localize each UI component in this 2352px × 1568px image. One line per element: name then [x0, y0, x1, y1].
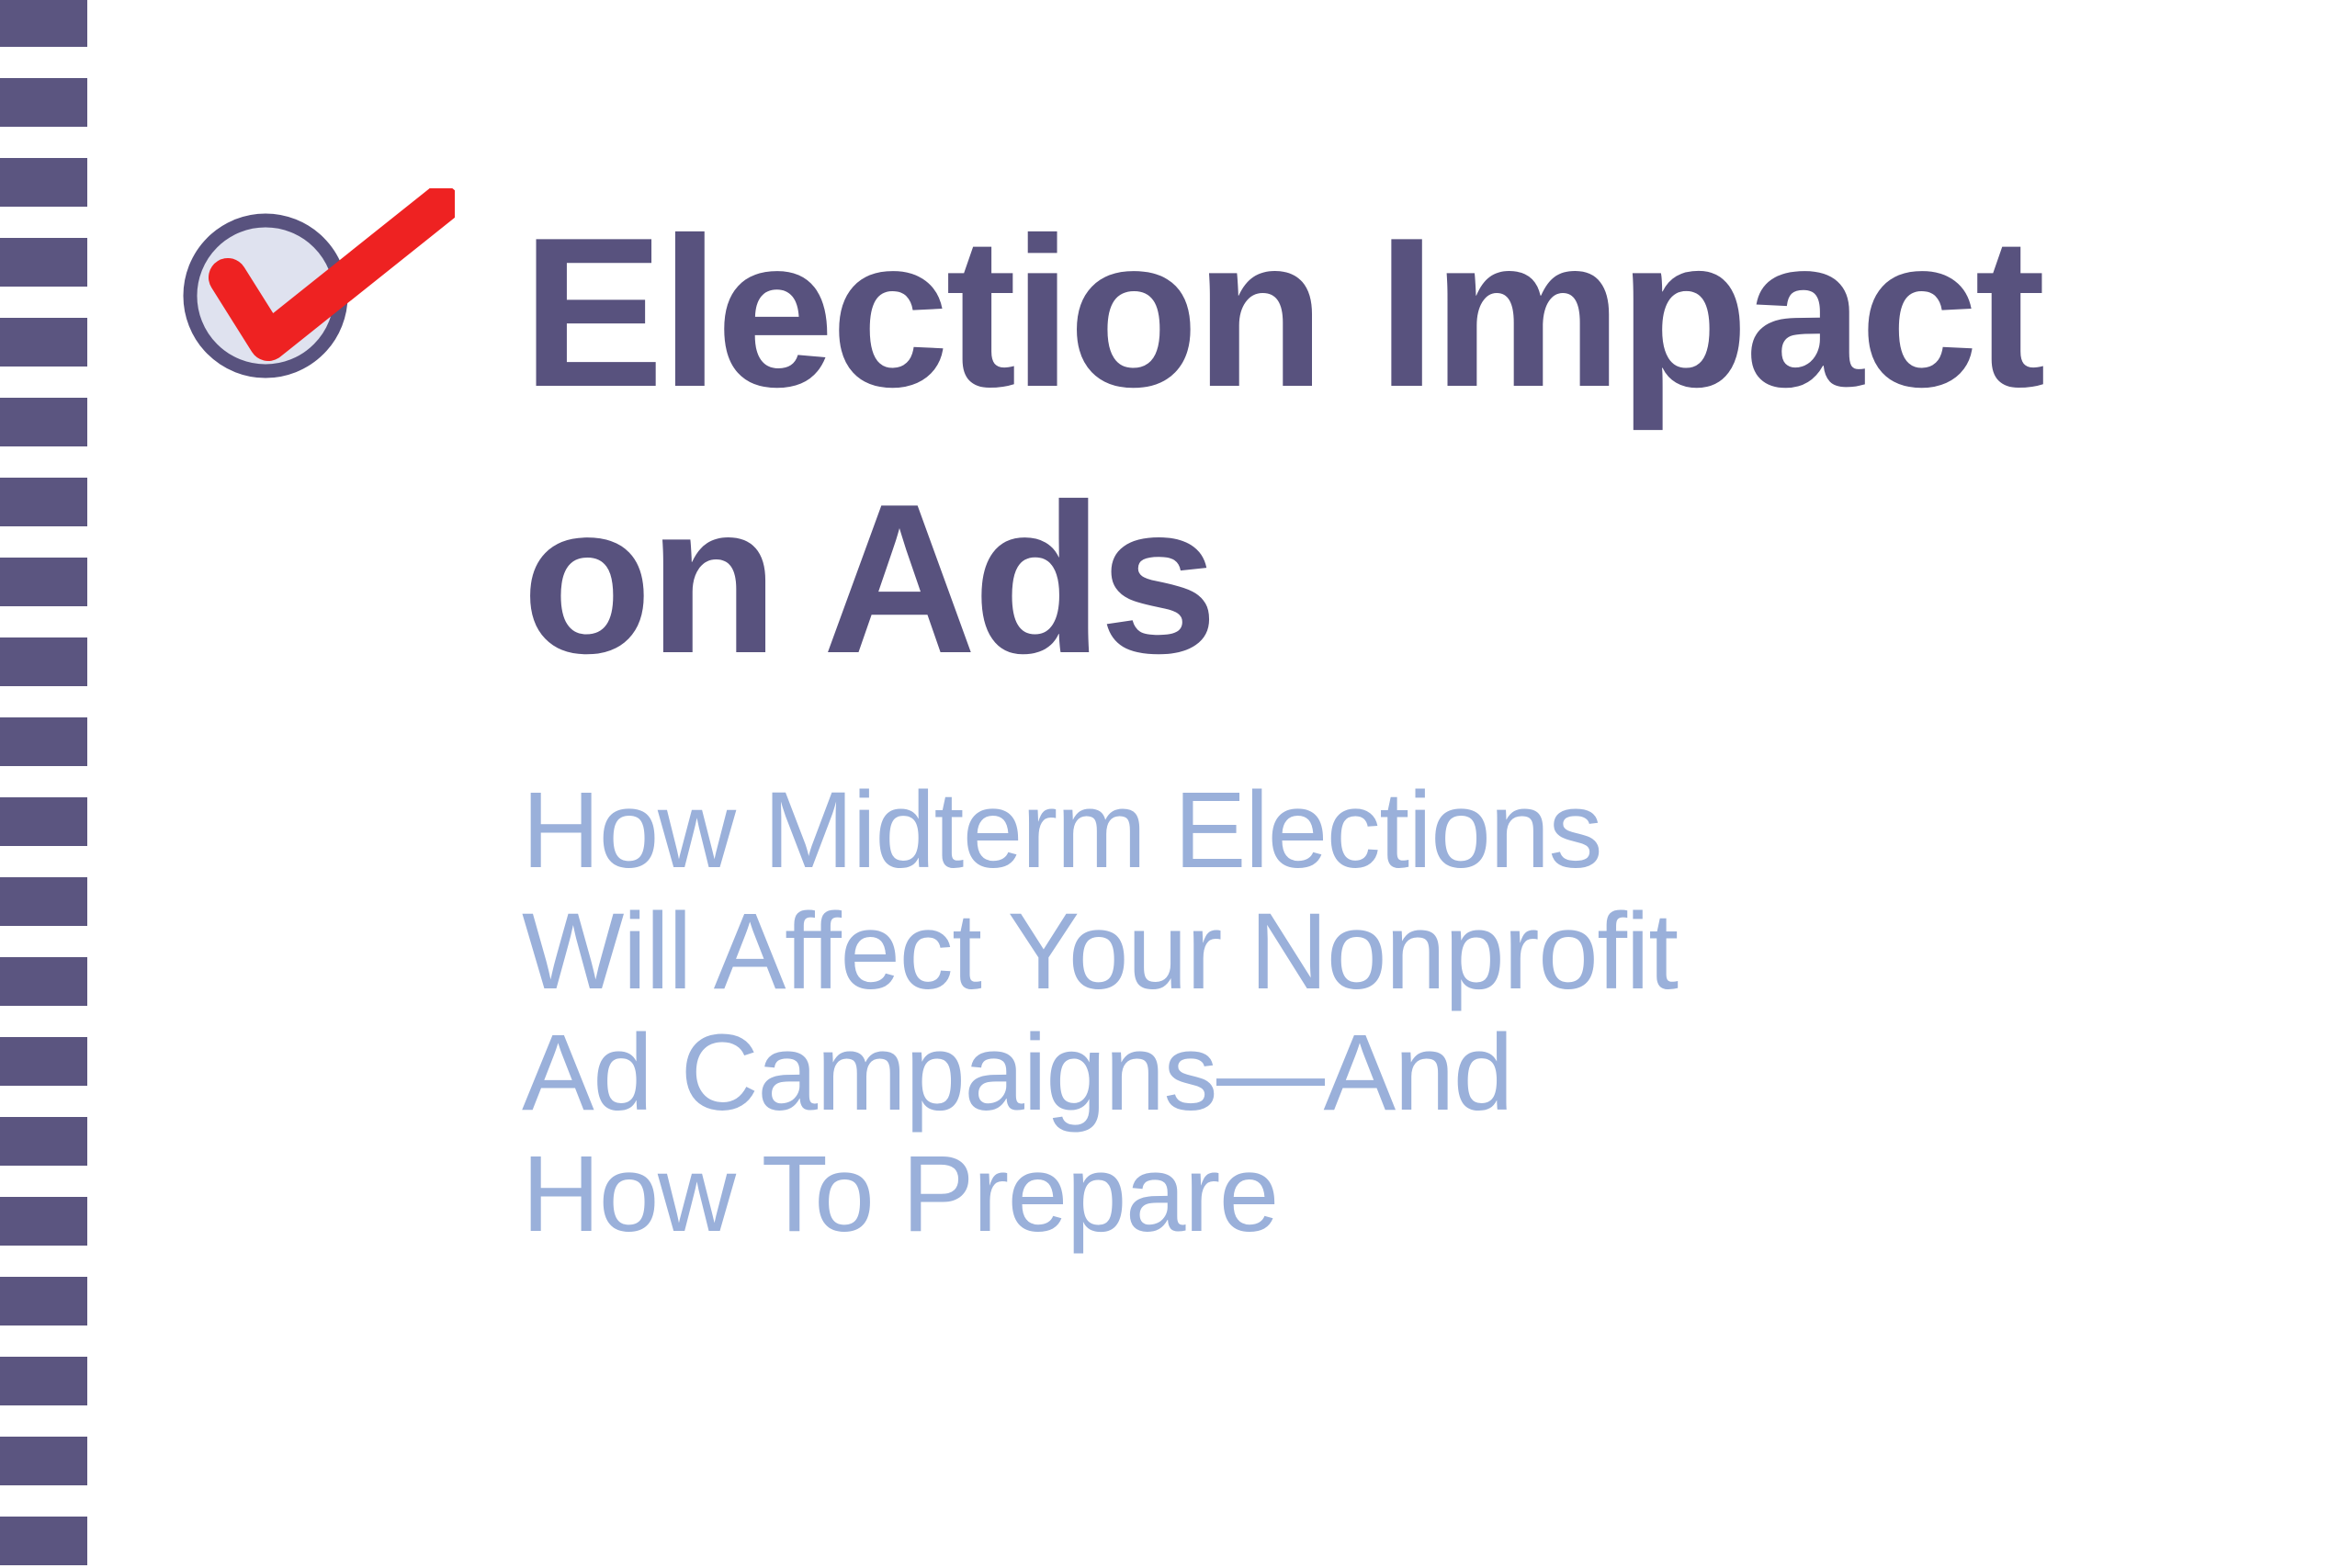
- subtitle-line-1: How Midterm Elections: [522, 770, 1603, 891]
- stripe-segment: [0, 797, 87, 846]
- title-line-1: Election Impact: [522, 194, 2046, 432]
- stripe-segment: [0, 558, 87, 606]
- page-subtitle: How Midterm Elections Will Affect Your N…: [522, 770, 2323, 1255]
- stripe-segment: [0, 158, 87, 207]
- stripe-segment: [0, 877, 87, 926]
- subtitle-line-2: Will Affect Your Nonprofit: [522, 891, 1679, 1012]
- stripe-segment: [0, 1277, 87, 1325]
- stripe-segment: [0, 1197, 87, 1246]
- stripe-segment: [0, 318, 87, 367]
- subtitle-line-4: How To Prepare: [522, 1134, 1279, 1255]
- stripe-segment: [0, 1437, 87, 1485]
- subtitle-line-3: Ad Campaigns—And: [522, 1012, 1513, 1134]
- left-stripe-rail: [0, 0, 87, 1568]
- stripe-segment: [0, 957, 87, 1006]
- title-line-2: on Ads: [522, 460, 1218, 698]
- stripe-segment: [0, 0, 87, 47]
- stripe-segment: [0, 1517, 87, 1565]
- stripe-segment: [0, 717, 87, 766]
- page-title: Election Impact on Ads: [522, 180, 2323, 713]
- stripe-segment: [0, 78, 87, 127]
- stripe-segment: [0, 478, 87, 526]
- stripe-segment: [0, 637, 87, 686]
- stripe-segment: [0, 1357, 87, 1405]
- stripe-segment: [0, 1037, 87, 1086]
- icon-check-stroke: [209, 188, 455, 361]
- checkmark-circle-icon: [179, 188, 455, 390]
- stripe-segment: [0, 398, 87, 446]
- stripe-segment: [0, 1117, 87, 1166]
- stripe-segment: [0, 238, 87, 287]
